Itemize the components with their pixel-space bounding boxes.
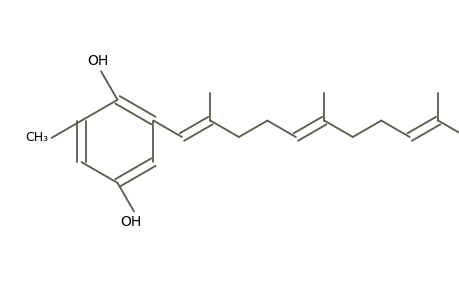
Text: OH: OH bbox=[87, 54, 108, 68]
Text: CH₃: CH₃ bbox=[25, 131, 48, 144]
Text: OH: OH bbox=[120, 215, 141, 229]
